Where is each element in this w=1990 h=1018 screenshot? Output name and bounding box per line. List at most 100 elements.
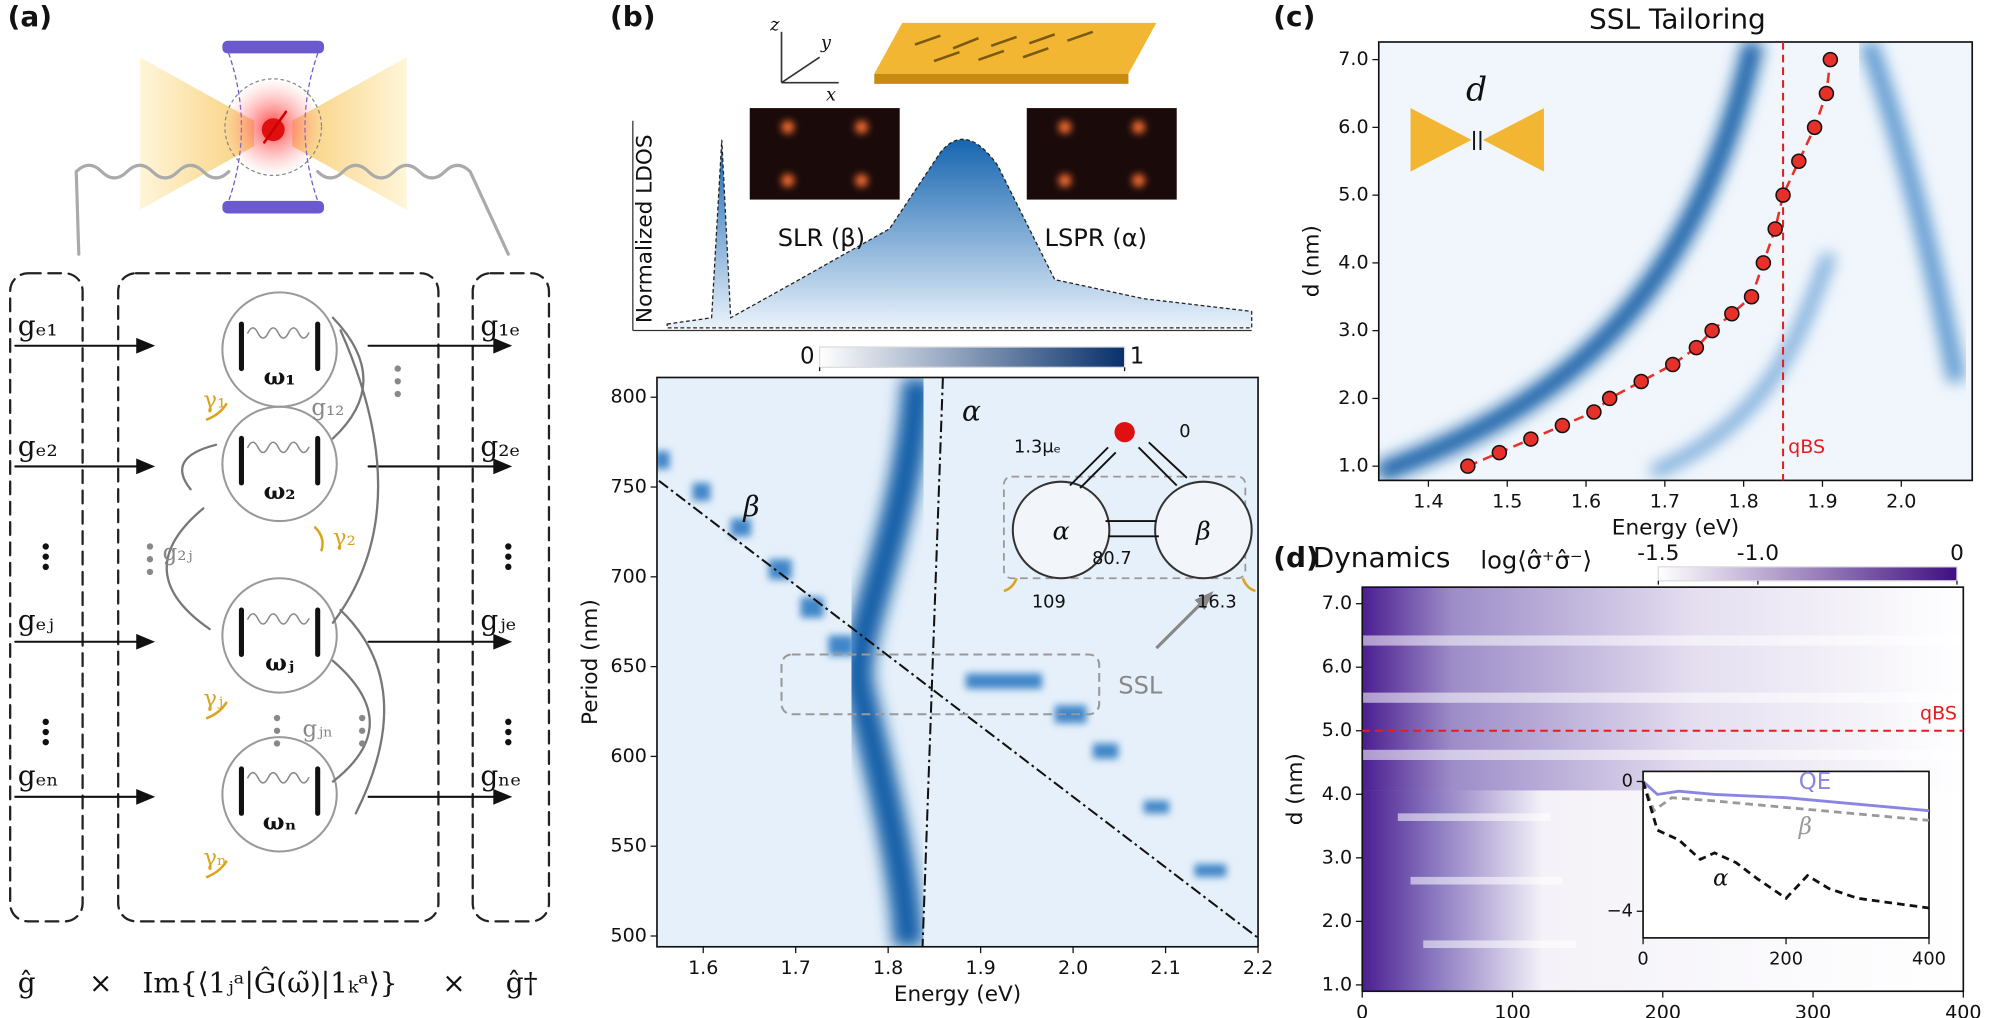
coupling-label: g₂ⱼ <box>163 540 193 566</box>
x-tick-label: 1.9 <box>1807 491 1837 513</box>
y-tick-label: 5.0 <box>1322 719 1352 741</box>
point <box>1688 339 1705 356</box>
output-label: gₙₑ <box>480 759 521 792</box>
colorbar-tick-label: -1.0 <box>1737 541 1779 566</box>
x-tick-label: 400 <box>1945 1001 1981 1018</box>
x-tick-label: 1.5 <box>1492 491 1522 513</box>
y-tick-label: 750 <box>610 476 646 498</box>
y-tick-label: 7.0 <box>1322 592 1352 614</box>
colorbar-tick-label: 1 <box>1130 344 1145 370</box>
x-tick-label: 0 <box>1637 948 1648 969</box>
y-tick-label: 3.0 <box>1322 846 1352 868</box>
panel-label: (c) <box>1273 0 1315 33</box>
x-tick-label: 1.4 <box>1413 491 1443 513</box>
panel-a-text: (a) gₑ₁ gₑ₂ gₑⱼ gₑₙ g₁ₑ g₂ₑ gⱼₑ gₙₑ ω₁ ω… <box>8 0 538 999</box>
x-tick-label: 0 <box>1356 1001 1368 1018</box>
point <box>1491 444 1508 461</box>
point <box>1664 356 1681 373</box>
y-tick-label: 0 <box>1622 770 1633 791</box>
reference-label: qBS <box>1788 436 1825 458</box>
point <box>1704 322 1720 339</box>
panel-b-annotations: α β 1.3μₑ 0 80.7 109 16.3 α β SSL <box>742 395 1236 700</box>
x-tick-label: 400 <box>1912 948 1946 969</box>
heatmap-c <box>1378 41 1973 481</box>
x-tick-label: 2.1 <box>1150 957 1180 979</box>
loss-label: γ₂ <box>333 525 356 551</box>
mode-label: α <box>1052 516 1069 546</box>
y-tick-label: 6.0 <box>1322 656 1352 678</box>
y-tick-label: 800 <box>610 386 646 408</box>
x-tick-label: 1.9 <box>965 957 995 979</box>
panel-b-top: (b) z y x SLR (β) LSPR (α) Normalized LD… <box>610 0 1253 332</box>
colorbar <box>1657 566 1958 582</box>
point <box>1767 221 1783 237</box>
panel-label: (d) <box>1273 541 1319 574</box>
point <box>1523 431 1539 447</box>
point <box>1822 51 1839 68</box>
series-line <box>1641 780 1930 822</box>
coupling-value: 1.3μₑ <box>1014 436 1061 457</box>
y-tick-label: 2.0 <box>1322 910 1352 932</box>
y-tick-label: 700 <box>610 565 646 587</box>
x-axis-label: Energy (eV) <box>1612 516 1739 541</box>
mode-label: ωⱼ <box>265 651 294 677</box>
y-axis-label: d (nm) <box>1283 753 1308 825</box>
y-tick-label: 3.0 <box>1338 319 1368 341</box>
y-tick-label: 4.0 <box>1322 783 1352 805</box>
inset-background <box>1643 771 1930 938</box>
y-axis-label: Period (nm) <box>578 599 603 725</box>
peak-label: LSPR (α) <box>1045 224 1147 252</box>
input-label: gₑⱼ <box>18 604 54 637</box>
y-tick-label: 6.0 <box>1338 116 1368 138</box>
inset-label: d <box>1466 70 1487 109</box>
output-label: g₁ₑ <box>480 309 520 342</box>
mode-label: ωₙ <box>263 810 297 836</box>
mode-label: β <box>1195 516 1211 546</box>
x-tick-label: 1.6 <box>1571 491 1601 513</box>
axis-glyph: x <box>826 84 836 105</box>
x-axis-label: Energy (eV) <box>894 982 1021 1007</box>
y-tick-label: 500 <box>610 924 646 946</box>
panel-label: (a) <box>8 0 52 33</box>
loss-value: 16.3 <box>1197 591 1237 612</box>
x-tick-label: 1.7 <box>1650 491 1680 513</box>
colorbar-tick-label: 0 <box>1950 541 1964 566</box>
colorbar <box>819 346 1126 368</box>
loss-label: γ₁ <box>203 388 226 414</box>
loss-label: γₙ <box>203 845 227 871</box>
point <box>1586 404 1602 420</box>
series-label: α <box>1713 866 1728 892</box>
input-label: gₑ₂ <box>18 430 58 463</box>
y-axis-label: d (nm) <box>1300 225 1325 297</box>
coupling-value: 0 <box>1179 421 1190 442</box>
chart-title: Dynamics <box>1313 541 1451 574</box>
x-tick-label: 1.6 <box>688 957 718 979</box>
y-tick-label: 7.0 <box>1338 48 1368 70</box>
y-tick-label: 5.0 <box>1338 184 1368 206</box>
input-label: gₑₙ <box>18 759 59 792</box>
coupling-label: gⱼₙ <box>302 717 333 743</box>
x-tick-label: 200 <box>1645 1001 1681 1018</box>
series-label: β <box>1798 814 1812 840</box>
axis-glyph: y <box>820 32 832 53</box>
loss-value: 109 <box>1032 591 1066 612</box>
panel-d-text: (d) Dynamics log⟨σ̂⁺σ̂⁻⟩ <box>1273 541 1592 575</box>
x-tick-label: 300 <box>1795 1001 1831 1018</box>
panel-a <box>9 40 551 923</box>
loss-label: γⱼ <box>203 686 223 712</box>
point <box>1460 458 1476 474</box>
colorbar-tick-label: 0 <box>800 344 815 370</box>
output-label: gⱼₑ <box>480 604 516 637</box>
line-label: α <box>962 395 981 428</box>
mode-label: ω₂ <box>264 479 296 505</box>
series-line <box>1641 781 1930 910</box>
formula: × <box>442 966 465 999</box>
formula: ĝ† <box>506 966 538 999</box>
x-tick-label: 1.8 <box>1729 491 1759 513</box>
colorbar-label: log⟨σ̂⁺σ̂⁻⟩ <box>1480 547 1592 575</box>
line-label: β <box>742 490 759 523</box>
x-tick-label: 2.2 <box>1243 957 1273 979</box>
y-tick-label: 550 <box>610 835 646 857</box>
y-tick-label: −4 <box>1607 900 1633 921</box>
